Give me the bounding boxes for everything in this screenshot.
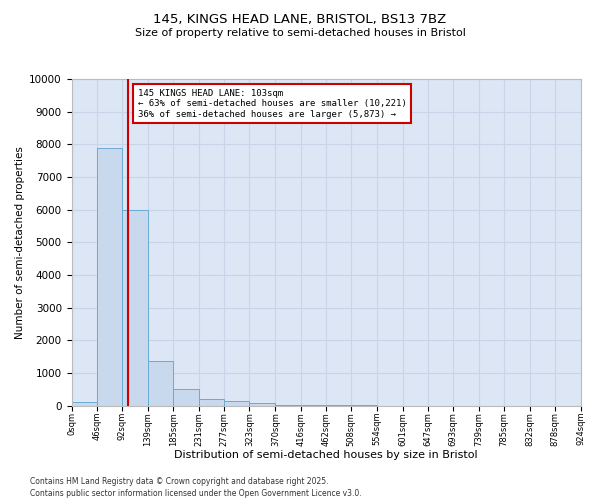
Bar xyxy=(250,403,275,406)
Text: Size of property relative to semi-detached houses in Bristol: Size of property relative to semi-detach… xyxy=(134,28,466,38)
Text: 145, KINGS HEAD LANE, BRISTOL, BS13 7BZ: 145, KINGS HEAD LANE, BRISTOL, BS13 7BZ xyxy=(154,12,446,26)
Bar xyxy=(71,402,97,406)
Y-axis label: Number of semi-detached properties: Number of semi-detached properties xyxy=(15,146,25,338)
Bar xyxy=(122,210,148,406)
Bar xyxy=(224,400,250,406)
Bar xyxy=(275,404,301,406)
Bar xyxy=(173,390,199,406)
X-axis label: Distribution of semi-detached houses by size in Bristol: Distribution of semi-detached houses by … xyxy=(174,450,478,460)
Text: Contains public sector information licensed under the Open Government Licence v3: Contains public sector information licen… xyxy=(30,488,362,498)
Text: Contains HM Land Registry data © Crown copyright and database right 2025.: Contains HM Land Registry data © Crown c… xyxy=(30,477,329,486)
Bar xyxy=(97,148,122,406)
Bar xyxy=(148,362,173,406)
Text: 145 KINGS HEAD LANE: 103sqm
← 63% of semi-detached houses are smaller (10,221)
3: 145 KINGS HEAD LANE: 103sqm ← 63% of sem… xyxy=(137,89,406,118)
Bar xyxy=(199,399,224,406)
